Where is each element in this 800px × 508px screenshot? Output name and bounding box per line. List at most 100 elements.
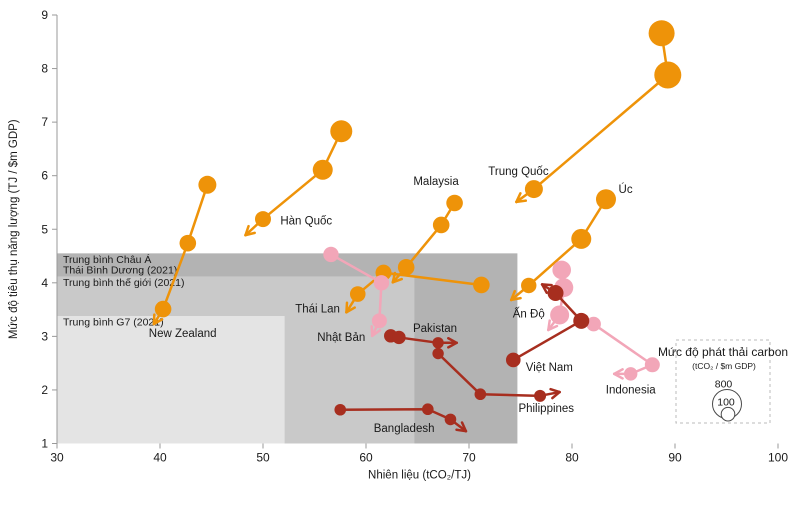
country-label-Thái Lan: Thái Lan xyxy=(295,304,340,316)
country-label-Úc: Úc xyxy=(619,183,633,196)
country-label-New Zealand: New Zealand xyxy=(149,328,217,340)
x-tick-label: 100 xyxy=(768,451,788,465)
y-tick-label: 4 xyxy=(41,276,48,290)
data-point-Pakistan xyxy=(432,337,444,349)
x-tick-label: 60 xyxy=(359,451,373,465)
data-point-Philippines xyxy=(534,389,547,402)
arrowhead-Ấn Độ xyxy=(547,324,559,332)
data-point-Malaysia xyxy=(432,216,450,234)
arrowhead-Bangladesh xyxy=(455,428,468,433)
trajectory-line-Việt Nam xyxy=(512,283,583,362)
data-point-Philippines xyxy=(474,388,487,401)
arrowhead-New Zealand xyxy=(152,313,156,326)
arrowhead-Philippines xyxy=(551,390,561,400)
arrowhead-Ấn Độ xyxy=(547,319,551,332)
trajectory-line-Hàn Quốc xyxy=(244,129,343,237)
y-tick-label: 8 xyxy=(41,62,48,76)
country-label-Pakistan: Pakistan xyxy=(413,323,457,335)
trajectory-line-Thái Lan xyxy=(345,271,483,314)
data-point-Trung Quốc xyxy=(524,180,543,199)
country-label-Trung Quốc: Trung Quốc xyxy=(488,166,549,178)
data-point-Malaysia xyxy=(446,194,463,212)
data-point-Indonesia xyxy=(644,357,660,373)
data-point-Hàn Quốc xyxy=(312,159,333,180)
data-point-Việt Nam xyxy=(573,312,590,329)
arrowhead-Trung Quốc xyxy=(515,199,528,204)
arrowhead-Úc xyxy=(509,296,522,302)
country-label-Bangladesh: Bangladesh xyxy=(374,423,435,435)
y-tick-label: 1 xyxy=(41,437,48,451)
arrowhead-Thái Lan xyxy=(345,306,356,314)
data-point-Nhật Bản xyxy=(373,275,390,291)
data-point-Úc xyxy=(571,228,592,249)
reference-band-g7-average xyxy=(57,316,285,444)
reference-band-label-world-average: Trung bình thế giới (2021) xyxy=(63,277,184,289)
arrowhead-Hàn Quốc xyxy=(244,224,250,237)
data-point-Ấn Độ xyxy=(552,260,571,280)
country-label-Indonesia: Indonesia xyxy=(606,384,656,396)
arrowhead-Pakistan xyxy=(447,336,458,345)
data-point-Nhật Bản xyxy=(371,313,387,329)
arrowhead-Indonesia xyxy=(612,372,624,380)
trajectory-line-Bangladesh xyxy=(339,407,468,433)
x-axis-title: Nhiên liệu (tCO₂/TJ) xyxy=(368,470,471,482)
data-point-Việt Nam xyxy=(547,284,564,301)
trajectory-line-Nhật Bản xyxy=(329,253,383,338)
arrowhead-Indonesia xyxy=(612,368,624,376)
data-point-Việt Nam xyxy=(505,352,521,368)
size-legend-box xyxy=(675,339,771,424)
y-axis-title: Mức độ tiêu thụ năng lượng (TJ / $m GDP) xyxy=(8,119,20,339)
data-point-Philippines xyxy=(432,347,444,360)
arrowhead-Thái Lan xyxy=(345,301,349,314)
arrowhead-Hàn Quốc xyxy=(244,231,256,237)
arrowhead-Bangladesh xyxy=(460,421,468,433)
country-label-Nhật Bản: Nhật Bản xyxy=(317,332,365,344)
size-legend-circle-small xyxy=(720,406,736,422)
y-tick-label: 6 xyxy=(41,169,48,183)
size-legend-title: Mức độ phát thải carbon xyxy=(658,345,788,359)
data-point-Nhật Bản xyxy=(323,246,339,263)
data-point-Bangladesh xyxy=(422,403,434,416)
x-tick-label: 30 xyxy=(50,451,64,465)
country-label-Ấn Độ: Ấn Độ xyxy=(513,307,545,320)
data-point-Hàn Quốc xyxy=(255,211,271,228)
arrowhead-Trung Quốc xyxy=(515,192,522,204)
x-tick-label: 50 xyxy=(256,451,270,465)
y-tick-label: 3 xyxy=(41,329,48,343)
country-label-Malaysia: Malaysia xyxy=(413,176,459,188)
size-legend-value-small: 100 xyxy=(717,397,735,409)
trajectory-line-New Zealand xyxy=(152,183,209,326)
reference-band-label-g7-average: Trung bình G7 (2021) xyxy=(63,317,164,329)
x-tick-label: 90 xyxy=(668,451,682,465)
arrowhead-Philippines xyxy=(549,387,561,394)
trajectory-line-Philippines xyxy=(436,352,561,398)
country-label-Việt Nam: Việt Nam xyxy=(526,362,573,374)
data-point-Hàn Quốc xyxy=(330,120,353,143)
data-point-Malaysia xyxy=(397,258,415,276)
x-tick-label: 70 xyxy=(462,451,476,465)
data-point-New Zealand xyxy=(179,234,197,252)
data-point-Trung Quốc xyxy=(648,20,675,47)
data-point-Úc xyxy=(521,277,537,294)
data-point-New Zealand xyxy=(198,175,217,194)
arrowhead-Úc xyxy=(509,289,517,302)
country-label-Hàn Quốc: Hàn Quốc xyxy=(280,216,332,228)
data-point-Ấn Độ xyxy=(550,305,570,325)
data-point-Trung Quốc xyxy=(654,61,682,89)
country-label-Philippines: Philippines xyxy=(518,403,574,415)
arrowhead-Nhật Bản xyxy=(370,329,382,338)
x-tick-label: 80 xyxy=(565,451,579,465)
data-point-Indonesia xyxy=(586,316,601,332)
data-point-Úc xyxy=(595,189,616,210)
y-tick-label: 7 xyxy=(41,115,48,129)
arrowhead-Pakistan xyxy=(447,341,458,349)
data-point-New Zealand xyxy=(154,300,172,318)
arrowhead-Việt Nam xyxy=(540,283,548,294)
reference-band-label-asia-pacific-average: Trung bình Châu Á Thái Bình Dương (2021) xyxy=(63,253,177,277)
size-legend-subtitle: (tCO₂ / $m GDP) xyxy=(692,361,756,371)
arrowhead-Việt Nam xyxy=(540,283,553,287)
size-legend-value-large: 800 xyxy=(715,379,733,391)
x-tick-label: 40 xyxy=(153,451,167,465)
data-point-Thái Lan xyxy=(473,276,490,294)
